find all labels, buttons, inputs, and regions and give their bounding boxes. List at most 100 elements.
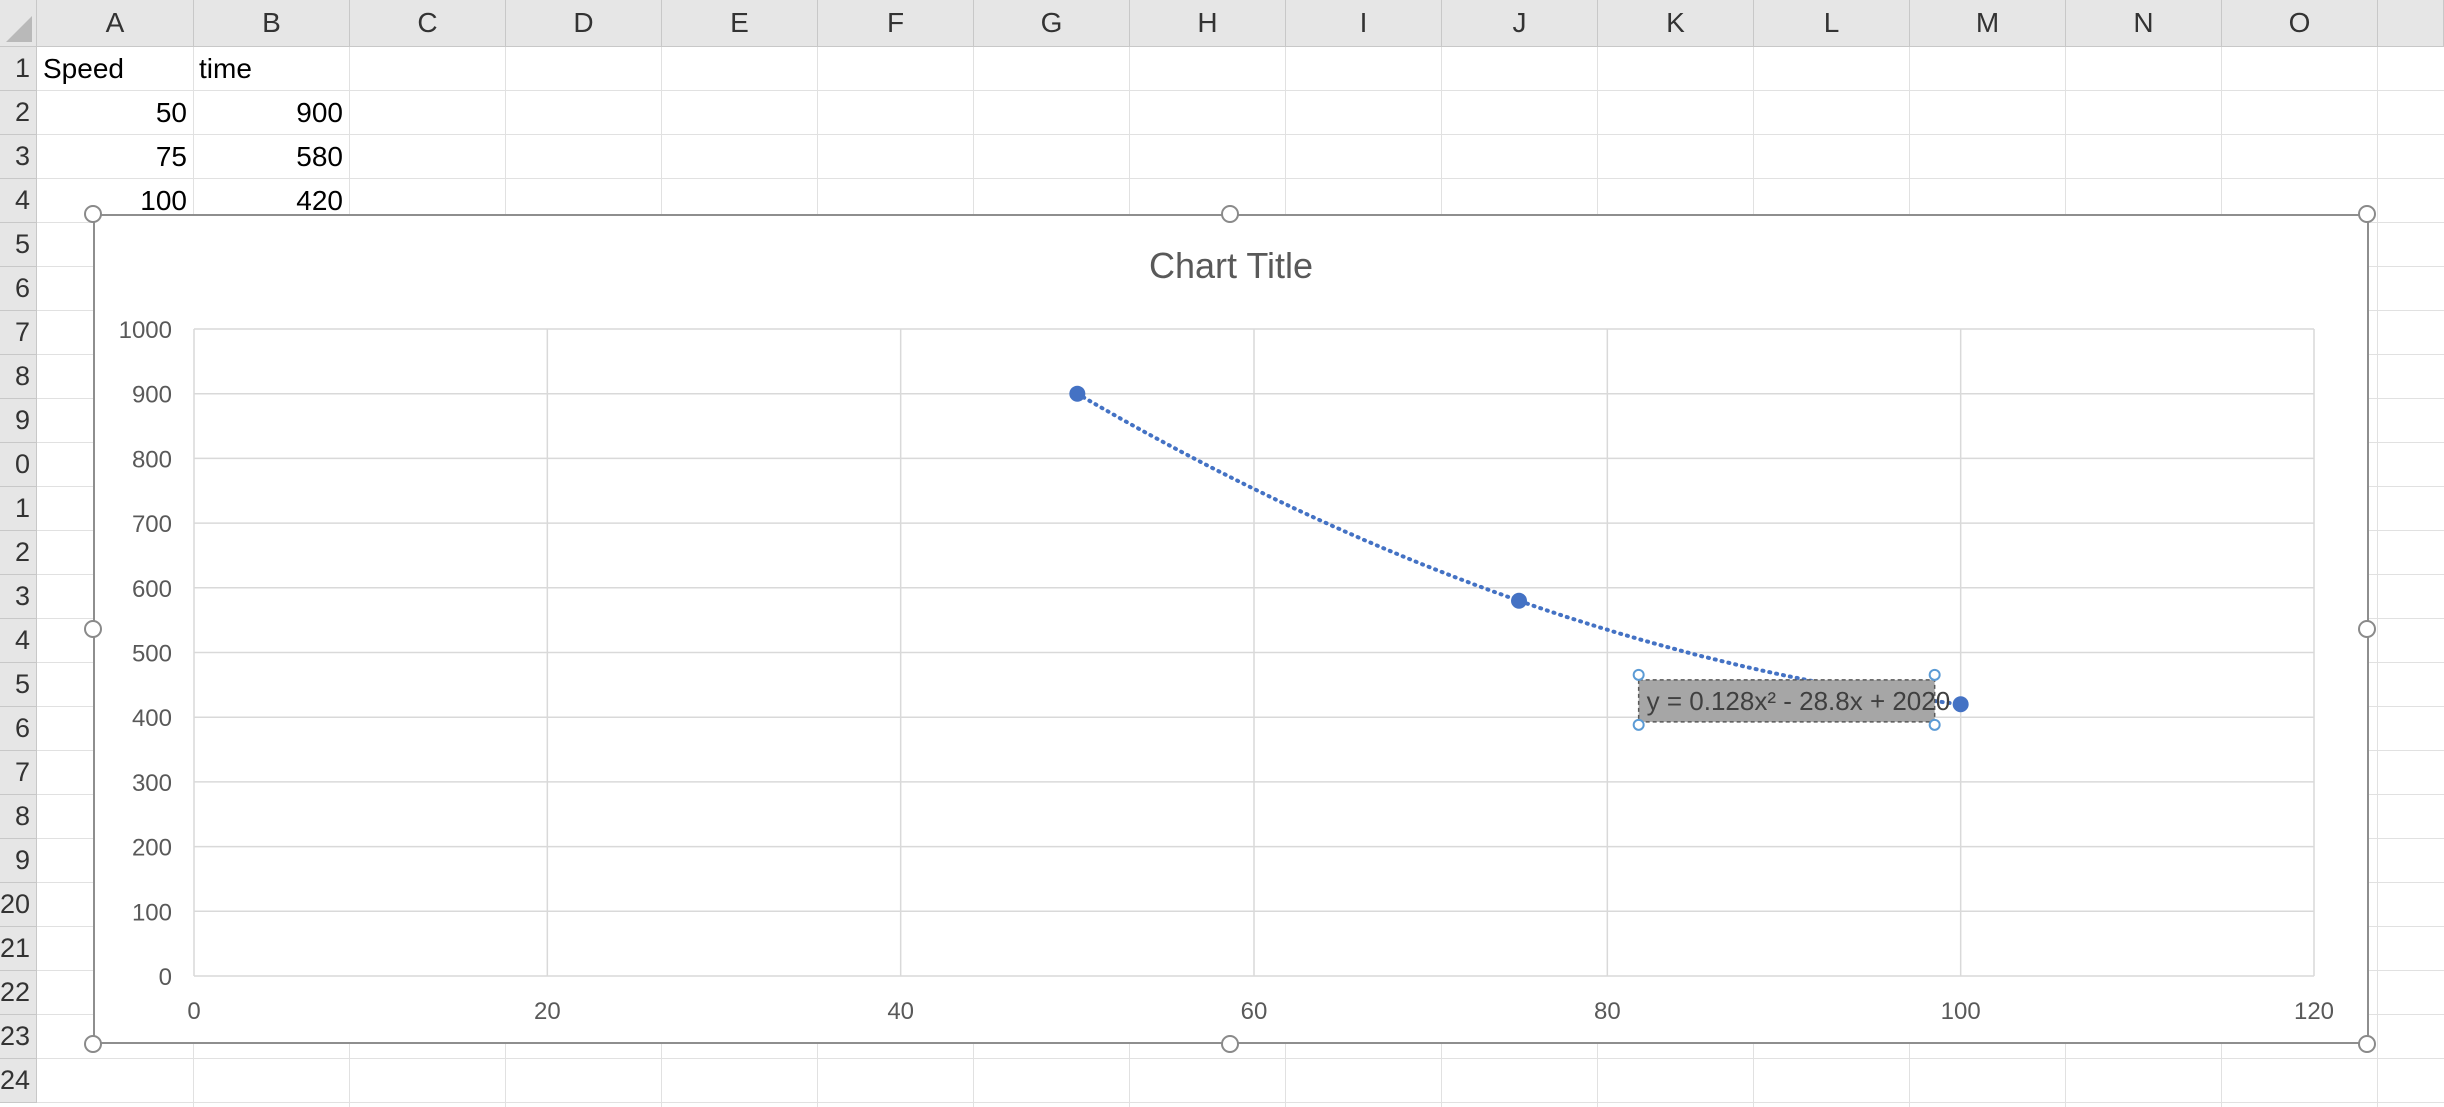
row-header-7[interactable]: 7 bbox=[0, 311, 37, 355]
row-header-2[interactable]: 2 bbox=[0, 91, 37, 135]
data-series[interactable] bbox=[1069, 385, 1969, 713]
row-header-11[interactable]: 1 bbox=[0, 487, 37, 531]
row-header-22[interactable]: 22 bbox=[0, 971, 37, 1015]
cell-b2[interactable]: 900 bbox=[296, 97, 343, 128]
trendline[interactable] bbox=[1075, 391, 1963, 707]
data-point[interactable] bbox=[1069, 385, 1086, 402]
column-header-g[interactable]: G bbox=[974, 0, 1130, 47]
cell-b1[interactable]: time bbox=[199, 53, 252, 84]
gridline bbox=[37, 90, 2444, 91]
resize-handle-bottom-right[interactable] bbox=[2358, 1035, 2376, 1053]
y-tick-label: 900 bbox=[132, 382, 172, 409]
chart-area[interactable]: Chart Title 0 100 200 300 400 500 600 700 800 900… bbox=[84, 205, 2376, 1053]
column-header-a[interactable]: A bbox=[37, 0, 194, 47]
gridline bbox=[37, 1102, 2444, 1103]
row-header-24[interactable]: 24 bbox=[0, 1059, 37, 1103]
row-header-18[interactable]: 8 bbox=[0, 795, 37, 839]
cell-b3[interactable]: 580 bbox=[296, 141, 343, 172]
y-tick-label: 600 bbox=[132, 576, 172, 603]
y-tick-label: 500 bbox=[132, 641, 172, 668]
column-header-f[interactable]: F bbox=[818, 0, 974, 47]
row-header-23[interactable]: 23 bbox=[0, 1015, 37, 1059]
column-header-b[interactable]: B bbox=[194, 0, 350, 47]
resize-handle-top-center[interactable] bbox=[1221, 205, 1239, 223]
row-header-20[interactable]: 20 bbox=[0, 883, 37, 927]
x-tick-label: 20 bbox=[534, 998, 561, 1025]
y-axis-tick-labels[interactable]: 0 100 200 300 400 500 600 700 800 900 1000 bbox=[119, 317, 172, 991]
x-tick-label: 60 bbox=[1241, 998, 1268, 1025]
row-header-12[interactable]: 2 bbox=[0, 531, 37, 575]
column-header-h[interactable]: H bbox=[1130, 0, 1286, 47]
column-header-e[interactable]: E bbox=[662, 0, 818, 47]
column-header-n[interactable]: N bbox=[2066, 0, 2222, 47]
gridline bbox=[37, 134, 2444, 135]
column-header-k[interactable]: K bbox=[1598, 0, 1754, 47]
label-resize-handle[interactable] bbox=[1632, 668, 1645, 681]
y-tick-label: 700 bbox=[132, 511, 172, 538]
row-header-5[interactable]: 5 bbox=[0, 223, 37, 267]
column-header-o[interactable]: O bbox=[2222, 0, 2378, 47]
y-tick-label: 300 bbox=[132, 770, 172, 797]
row-header-6[interactable]: 6 bbox=[0, 267, 37, 311]
row-header-4[interactable]: 4 bbox=[0, 179, 37, 223]
trendline-equation-label[interactable]: y = 0.128x² - 28.8x + 2020 bbox=[1632, 668, 1951, 731]
x-tick-label: 0 bbox=[187, 998, 200, 1025]
x-tick-label: 40 bbox=[887, 998, 914, 1025]
x-tick-label: 100 bbox=[1941, 998, 1981, 1025]
select-all-triangle-icon bbox=[6, 16, 32, 42]
column-header-c[interactable]: C bbox=[350, 0, 506, 47]
cell-b4[interactable]: 420 bbox=[296, 185, 343, 216]
column-header-i[interactable]: I bbox=[1286, 0, 1442, 47]
column-header-l[interactable]: L bbox=[1754, 0, 1910, 47]
resize-handle-middle-left[interactable] bbox=[84, 620, 102, 638]
label-resize-handle[interactable] bbox=[1632, 718, 1645, 731]
row-header-19[interactable]: 9 bbox=[0, 839, 37, 883]
data-point[interactable] bbox=[1511, 592, 1527, 609]
resize-handle-top-right[interactable] bbox=[2358, 205, 2376, 223]
y-tick-label: 200 bbox=[132, 835, 172, 862]
column-header-j[interactable]: J bbox=[1442, 0, 1598, 47]
gridline bbox=[2377, 47, 2378, 1107]
x-tick-label: 80 bbox=[1594, 998, 1621, 1025]
resize-handle-middle-right[interactable] bbox=[2358, 620, 2376, 638]
cell-a2[interactable]: 50 bbox=[155, 97, 187, 128]
trendline-equation-text[interactable]: y = 0.128x² - 28.8x + 2020 bbox=[1647, 686, 1951, 716]
row-header-13[interactable]: 3 bbox=[0, 575, 37, 619]
label-resize-handle[interactable] bbox=[1928, 718, 1941, 731]
cell-a1[interactable]: Speed bbox=[43, 53, 124, 84]
cell-a4[interactable]: 100 bbox=[140, 185, 187, 216]
resize-handle-top-left[interactable] bbox=[84, 205, 102, 223]
resize-handle-bottom-left[interactable] bbox=[84, 1035, 102, 1053]
equation-label-box[interactable] bbox=[1637, 679, 1936, 723]
y-tick-label: 100 bbox=[132, 899, 172, 926]
row-header-3[interactable]: 3 bbox=[0, 135, 37, 179]
chart-title[interactable]: Chart Title bbox=[1149, 245, 1313, 286]
select-all-corner[interactable] bbox=[0, 0, 37, 47]
x-axis-tick-labels[interactable]: 0 20 40 60 80 100 120 bbox=[187, 998, 2334, 1025]
row-header-14[interactable]: 4 bbox=[0, 619, 37, 663]
row-header-9[interactable]: 9 bbox=[0, 399, 37, 443]
gridline bbox=[37, 1058, 2444, 1059]
plot-gridlines bbox=[193, 328, 2315, 977]
y-tick-label: 0 bbox=[159, 964, 172, 991]
row-header-10[interactable]: 0 bbox=[0, 443, 37, 487]
data-point[interactable] bbox=[1952, 696, 1969, 713]
label-resize-handle[interactable] bbox=[1928, 668, 1941, 681]
y-tick-label: 1000 bbox=[119, 317, 172, 344]
row-header-15[interactable]: 5 bbox=[0, 663, 37, 707]
y-tick-label: 400 bbox=[132, 705, 172, 732]
column-header-d[interactable]: D bbox=[506, 0, 662, 47]
scatter-chart[interactable]: Chart Title 0100200300400500600700800900… bbox=[95, 216, 2367, 1042]
column-header-m[interactable]: M bbox=[1910, 0, 2066, 47]
row-header-16[interactable]: 6 bbox=[0, 707, 37, 751]
row-header-8[interactable]: 8 bbox=[0, 355, 37, 399]
gridline bbox=[37, 178, 2444, 179]
column-header-partial[interactable] bbox=[2378, 0, 2444, 47]
row-header-1[interactable]: 1 bbox=[0, 47, 37, 91]
row-header-17[interactable]: 7 bbox=[0, 751, 37, 795]
x-tick-label: 120 bbox=[2294, 998, 2334, 1025]
row-header-21[interactable]: 21 bbox=[0, 927, 37, 971]
resize-handle-bottom-center[interactable] bbox=[1221, 1035, 1239, 1053]
y-tick-label: 800 bbox=[132, 446, 172, 473]
cell-a3[interactable]: 75 bbox=[155, 141, 187, 172]
